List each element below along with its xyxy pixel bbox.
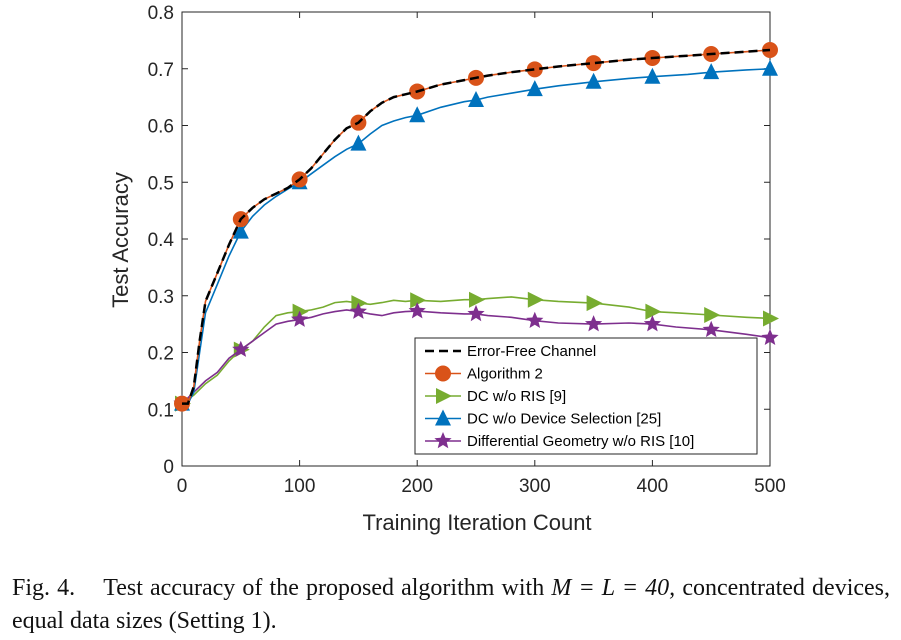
y-tick-label: 0.8 bbox=[148, 3, 174, 24]
series-line bbox=[181, 309, 771, 405]
series-marker bbox=[469, 291, 485, 308]
legend-label: DC w/o RIS [9] bbox=[467, 388, 566, 405]
y-tick-label: 0.5 bbox=[148, 173, 174, 194]
legend-marker bbox=[436, 388, 452, 404]
y-tick-label: 0.2 bbox=[148, 344, 174, 365]
legend-marker bbox=[435, 409, 451, 426]
series-marker bbox=[644, 67, 661, 84]
y-axis-label: Test Accuracy bbox=[108, 172, 133, 308]
series-marker bbox=[409, 106, 426, 123]
caption-label: Fig. 4. bbox=[12, 575, 76, 601]
series-marker bbox=[350, 134, 367, 151]
y-tick-label: 0.7 bbox=[148, 60, 174, 81]
caption-math: M = L = 40, bbox=[551, 575, 676, 601]
caption-text-after: concentrated devices, equal data sizes (… bbox=[12, 575, 891, 634]
x-tick-label: 500 bbox=[754, 476, 786, 497]
x-axis-label: Training Iteration Count bbox=[362, 510, 591, 535]
legend-label: Differential Geometry w/o RIS [10] bbox=[467, 433, 694, 450]
series-marker bbox=[762, 59, 778, 76]
series-3 bbox=[174, 59, 778, 411]
series-marker bbox=[410, 292, 427, 309]
legend-entry: DC w/o RIS [9] bbox=[425, 388, 566, 405]
series-marker bbox=[292, 303, 309, 320]
y-tick-label: 0.3 bbox=[148, 287, 174, 308]
series-marker bbox=[703, 63, 720, 80]
caption-text-before: Test accuracy of the proposed algorithm … bbox=[103, 575, 545, 601]
legend-marker bbox=[434, 432, 452, 449]
chart-figure: 0 100 200 300 400 500 0 0.1 0.2 0.3 0.4 0.5 0.6 0.7 0.… bbox=[108, 3, 786, 535]
series-marker bbox=[645, 303, 662, 320]
series-marker bbox=[586, 295, 603, 312]
series-marker bbox=[351, 295, 368, 312]
y-tick-label: 0.6 bbox=[148, 117, 174, 138]
series-marker bbox=[232, 340, 250, 357]
legend: Error-Free Channel Algorithm 2 DC w/o RIS … bbox=[414, 337, 758, 455]
series-marker bbox=[527, 291, 544, 308]
legend-entry: Algorithm 2 bbox=[425, 365, 543, 383]
legend-label: Algorithm 2 bbox=[467, 366, 543, 383]
series-marker bbox=[232, 222, 249, 239]
series-marker bbox=[702, 320, 720, 338]
x-tick-label: 400 bbox=[637, 476, 669, 497]
x-tick-label: 100 bbox=[284, 476, 316, 497]
x-tick-label: 0 bbox=[177, 476, 188, 497]
x-tick-label: 300 bbox=[519, 476, 551, 497]
legend-label: Error-Free Channel bbox=[467, 343, 596, 360]
legend-entry: Error-Free Channel bbox=[425, 343, 596, 360]
y-tick-label: 0.4 bbox=[148, 230, 175, 251]
axes: 0 100 200 300 400 500 0 0.1 0.2 0.3 0.4 0.5 0.6 0.7 0.… bbox=[148, 3, 786, 497]
series-marker bbox=[643, 315, 661, 332]
y-tick-label: 0 bbox=[163, 457, 174, 478]
series-marker bbox=[763, 310, 779, 327]
y-tick-label: 0.1 bbox=[148, 400, 174, 421]
series-marker bbox=[467, 304, 485, 322]
series-0 bbox=[182, 48, 771, 405]
series-marker bbox=[704, 307, 721, 324]
legend-entry: DC w/o Device Selection [25] bbox=[425, 409, 661, 428]
series-marker bbox=[585, 315, 603, 332]
series-marker bbox=[585, 72, 602, 89]
series-marker bbox=[408, 302, 426, 319]
series-line bbox=[182, 48, 771, 405]
figure-caption: Fig. 4. Test accuracy of the proposed al… bbox=[12, 572, 890, 638]
legend-marker bbox=[435, 365, 451, 382]
legend-label: DC w/o Device Selection [25] bbox=[467, 411, 661, 428]
legend-entry: Differential Geometry w/o RIS [10] bbox=[425, 432, 694, 450]
series-marker bbox=[526, 80, 543, 97]
series-marker bbox=[761, 328, 779, 345]
series-layer bbox=[173, 42, 779, 412]
series-marker bbox=[526, 311, 544, 328]
x-tick-label: 200 bbox=[401, 476, 433, 497]
series-marker bbox=[468, 90, 484, 107]
series-marker bbox=[291, 310, 309, 327]
series-marker bbox=[349, 302, 367, 319]
legend-box bbox=[414, 337, 758, 455]
